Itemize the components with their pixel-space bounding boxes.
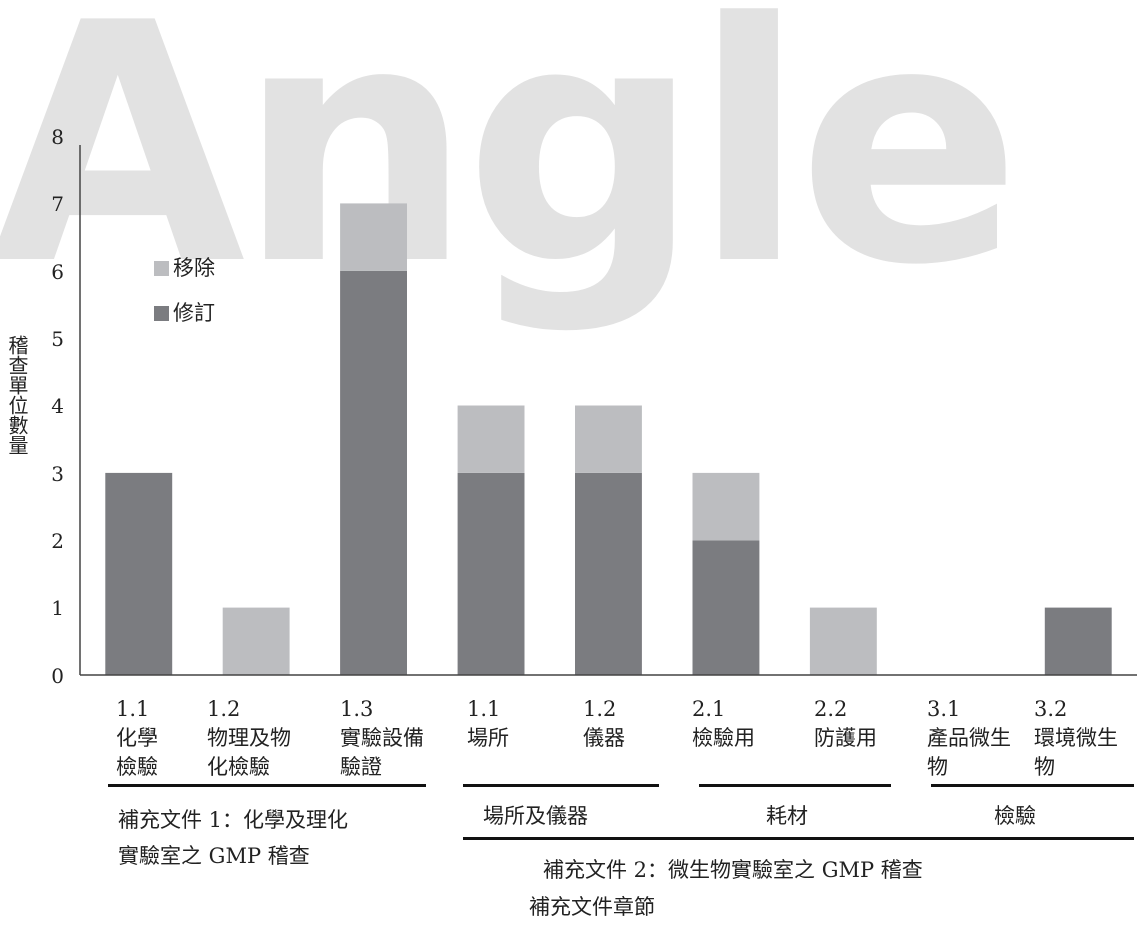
x-tick-label: 2.1 檢驗用	[692, 697, 755, 750]
legend-label-revise: 修訂	[173, 301, 215, 325]
group-label-consumables: 耗材	[766, 804, 808, 828]
x-tick-label: 3.2 環境微生 物	[1034, 697, 1118, 779]
y-axis-label: 稽查單位數量	[5, 335, 29, 455]
y-tick-label: 7	[51, 192, 64, 216]
legend-label-remove: 移除	[173, 256, 215, 280]
y-tick-label: 3	[51, 462, 64, 486]
bar-segment-revise	[105, 472, 173, 675]
x-tick-label: 1.2 儀器	[583, 697, 625, 750]
group-rule-doc2	[463, 837, 1134, 840]
legend-item-revise: 修訂	[154, 301, 215, 325]
bar-segment-revise	[575, 472, 642, 675]
x-tick-label: 1.1 場所	[467, 697, 509, 750]
y-tick-label: 4	[51, 394, 64, 418]
bar-segment-remove	[340, 203, 407, 271]
group-rule-consumables	[699, 784, 891, 787]
y-tick-label: 1	[51, 596, 64, 620]
y-tick-label: 6	[51, 260, 64, 284]
group-rule-doc1	[108, 784, 426, 787]
bar-segment-revise	[457, 472, 525, 675]
x-tick-label: 1.3 實驗設備 驗證	[340, 697, 424, 779]
legend-item-remove: 移除	[154, 256, 215, 280]
group-label-doc1: 補充文件 1：化學及理化 實驗室之 GMP 稽查	[118, 808, 349, 868]
group-rule-testing	[931, 784, 1134, 787]
y-tick-label: 5	[51, 327, 64, 351]
angle-watermark: Angle	[0, 0, 1021, 337]
x-tick-label: 2.2 防護用	[814, 697, 877, 750]
bar-segment-remove	[809, 607, 877, 675]
y-tick-label: 0	[51, 664, 64, 688]
x-tick-label: 1.2 物理及物 化檢驗	[207, 697, 291, 779]
group-label-doc2: 補充文件 2：微生物實驗室之 GMP 稽查	[543, 858, 923, 882]
bar-segment-remove	[575, 405, 642, 473]
legend-swatch-remove	[154, 261, 169, 276]
y-tick-label: 2	[51, 529, 64, 553]
y-tick-label: 8	[51, 125, 64, 149]
group-label-testing: 檢驗	[994, 804, 1036, 828]
bar-segment-remove	[692, 472, 760, 541]
bar-segment-remove	[222, 607, 290, 675]
bar-segment-revise	[340, 270, 407, 676]
x-tick-label: 1.1 化學 檢驗	[116, 697, 158, 779]
x-tick-label: 3.1 產品微生 物	[927, 697, 1011, 779]
group-rule-facilities	[463, 784, 659, 787]
group-label-facilities: 場所及儀器	[483, 804, 588, 828]
x-axis-title: 補充文件章節	[529, 895, 655, 919]
bar-segment-revise	[692, 540, 760, 676]
bar-segment-revise	[1044, 607, 1112, 675]
bar-segment-remove	[457, 405, 525, 473]
legend-swatch-revise	[154, 306, 169, 321]
